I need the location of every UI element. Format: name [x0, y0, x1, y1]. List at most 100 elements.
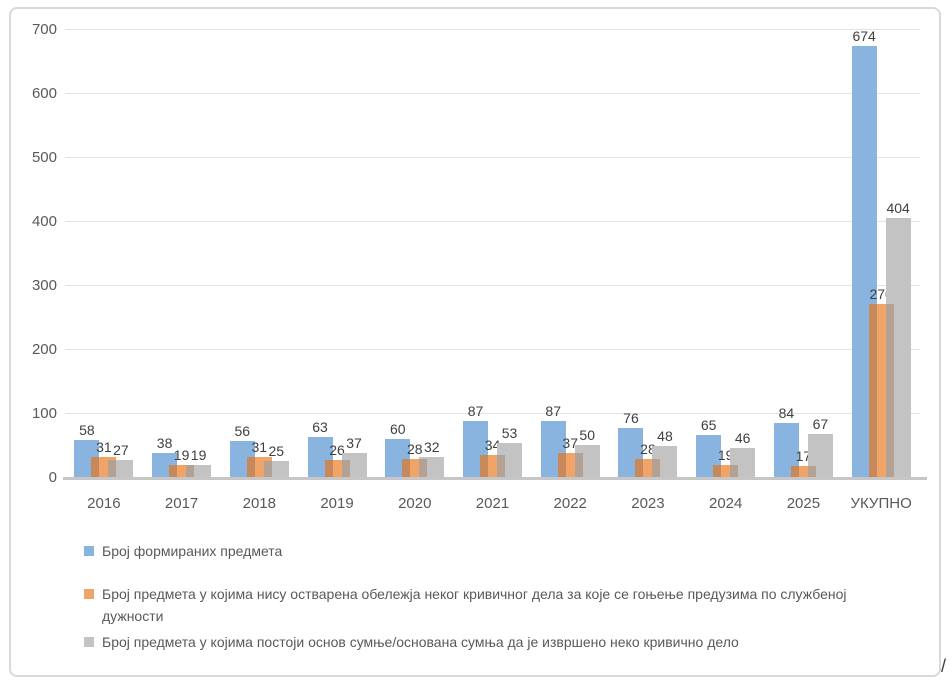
x-axis-label-УКУПНО: УКУПНО: [850, 495, 912, 512]
bar-series3-2016: [108, 459, 134, 477]
x-axis-label-2021: 2021: [475, 495, 510, 512]
data-label-series1-2023: 76: [623, 410, 639, 427]
x-axis-label-2019: 2019: [320, 495, 354, 512]
legend-color-swatch-icon: [84, 637, 94, 647]
legend-item-label: Број предмета у којима постоји основ сум…: [102, 634, 739, 650]
chart-frame: 58 31 27 38 19 19 56 31 25 63 26 37 60 28 32 87 34 53 87 37…: [9, 7, 941, 677]
bar-overlap-shade: [108, 459, 117, 477]
gridline-700: [65, 29, 920, 30]
data-label-series3-УКУПНО: 404: [886, 200, 910, 217]
y-axis-tick-label: 200: [31, 341, 57, 358]
bar-overlap-shade: [419, 459, 428, 477]
bar-series3-2023: [652, 446, 678, 477]
legend: Број формираних предмета Број предмета у …: [84, 540, 929, 653]
data-label-series1-2022: 87: [545, 403, 561, 420]
bar-series3-УКУПНО: [885, 218, 911, 477]
bar-overlap-shade: [652, 459, 661, 477]
bar-series3-2018: [263, 461, 289, 477]
y-axis-tick-label: 600: [31, 85, 57, 102]
legend-color-swatch-icon: [84, 589, 94, 599]
bar-overlap-shade: [480, 455, 488, 477]
gridline-400: [65, 221, 920, 222]
x-axis-label-2017: 2017: [164, 495, 199, 512]
bar-overlap-shade: [713, 464, 722, 477]
bar-overlap-shade: [574, 453, 583, 477]
bar-overlap-shade: [341, 460, 350, 477]
data-label-series2-2021: 34: [484, 437, 501, 454]
bar-series3-2020: [419, 456, 445, 477]
legend-item-series3: Број предмета у којима постоји основ сум…: [84, 631, 929, 653]
bar-overlap-shade: [885, 304, 894, 477]
bar-overlap-shade: [635, 459, 644, 477]
x-axis-label-2025: 2025: [786, 495, 821, 512]
data-label-series1-2021: 87: [467, 403, 484, 420]
bar-overlap-shade: [497, 455, 505, 477]
data-label-series1-2019: 63: [312, 418, 328, 435]
bar-overlap-shade: [324, 460, 333, 477]
data-label-series2-2023: 28: [640, 441, 656, 458]
y-axis-tick-label: 500: [31, 149, 57, 166]
y-axis-tick-label: 400: [31, 213, 57, 230]
data-label-series3-2023: 48: [657, 428, 673, 445]
data-label-series1-2017: 38: [156, 434, 173, 451]
plot-area: 58 31 27 38 19 19 56 31 25 63 26 37 60 28 32 87 34 53 87 37…: [63, 27, 927, 480]
data-label-series2-2017: 19: [173, 446, 190, 463]
y-axis-tick-label: 0: [48, 469, 57, 486]
gridline-100: [65, 413, 920, 414]
x-axis-label-2018: 2018: [242, 495, 276, 512]
data-label-series2-2022: 37: [562, 435, 578, 452]
data-label-series3-2019: 37: [346, 435, 362, 452]
data-label-series3-2018: 25: [268, 443, 285, 459]
data-label-series3-2025: 67: [812, 416, 829, 433]
bar-overlap-shade: [402, 459, 411, 477]
bar-overlap-shade: [91, 457, 100, 477]
x-axis-label-2022: 2022: [553, 495, 587, 512]
data-label-series1-2020: 60: [389, 420, 406, 437]
gridline-500: [65, 157, 920, 158]
data-label-series2-2018: 31: [251, 439, 268, 456]
legend-item-label: Број формираних предмета: [102, 543, 283, 559]
legend-item-series2: Број предмета у којима нису остварена об…: [84, 583, 906, 627]
data-label-series3-2016: 27: [113, 441, 129, 458]
data-label-series2-2019: 26: [329, 442, 345, 459]
bar-overlap-shade: [730, 464, 739, 477]
x-axis-label-2023: 2023: [631, 495, 665, 512]
data-label-series3-2022: 50: [579, 427, 595, 443]
bar-series3-2024: [730, 447, 756, 477]
legend-item-series1: Број формираних предмета: [84, 540, 929, 562]
gridline-200: [65, 349, 920, 350]
data-label-series3-2021: 53: [501, 425, 518, 442]
legend-color-swatch-icon: [84, 546, 94, 556]
bar-series3-2025: [807, 434, 833, 477]
bar-series3-2021: [497, 443, 522, 477]
y-axis-tick-label: 700: [31, 21, 57, 38]
legend-item-label: Број предмета у којима нису остварена об…: [102, 586, 847, 624]
data-label-series2-2024: 19: [717, 446, 734, 463]
data-label-series1-2018: 56: [234, 423, 251, 440]
bar-overlap-shade: [557, 453, 566, 477]
bar-overlap-shade: [169, 464, 178, 477]
data-label-series2-2025: 17: [795, 448, 812, 465]
bar-series3-2017: [186, 464, 212, 477]
data-label-series2-2020: 28: [406, 441, 423, 458]
bar-overlap-shade: [263, 461, 272, 477]
bar-overlap-shade: [246, 457, 255, 477]
gridline-600: [65, 93, 920, 94]
bar-overlap-shade: [186, 464, 195, 477]
gridline-300: [65, 285, 920, 286]
x-axis-label-2020: 2020: [398, 495, 432, 512]
data-label-series1-2024: 65: [700, 417, 717, 434]
y-axis-tick-label: 100: [31, 405, 57, 422]
bar-series3-2022: [574, 445, 600, 477]
bar-overlap-shade: [868, 304, 877, 477]
bar-overlap-shade: [807, 466, 816, 477]
data-label-series3-2024: 46: [734, 429, 751, 446]
x-axis-label-2016: 2016: [87, 495, 121, 512]
y-axis-tick-label: 300: [31, 277, 57, 294]
data-label-series1-УКУПНО: 674: [852, 27, 876, 44]
bar-series2-2025: [790, 466, 816, 477]
bar-series3-2019: [341, 453, 367, 477]
x-axis-line: [63, 477, 927, 480]
corner-mark: /: [941, 656, 947, 676]
data-label-series3-2020: 32: [423, 438, 440, 455]
